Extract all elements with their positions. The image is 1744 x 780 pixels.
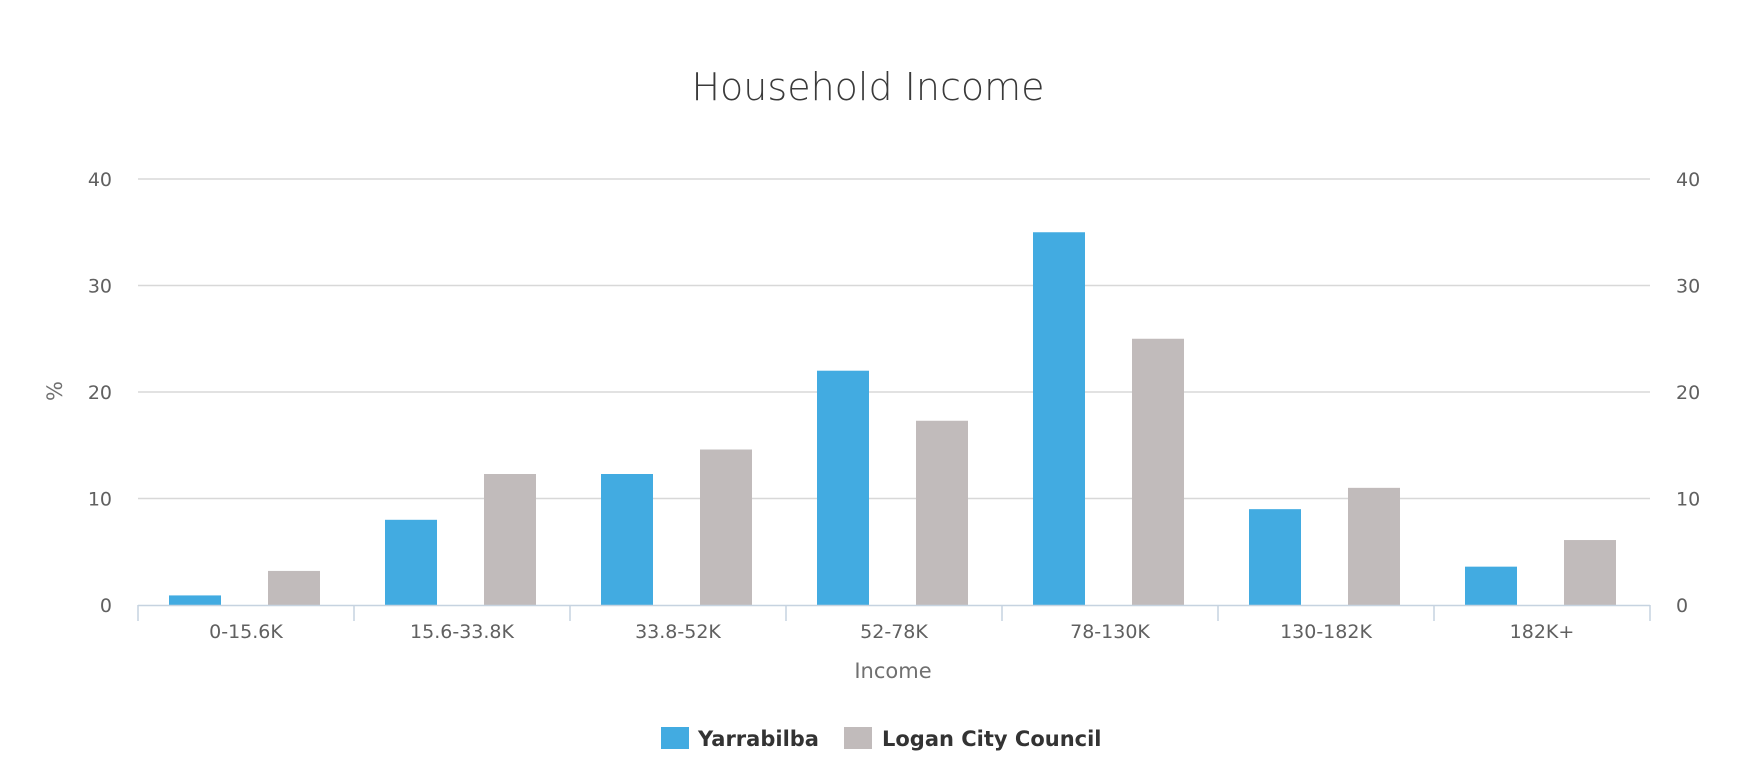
legend-item-yarrabilba[interactable]: Yarrabilba bbox=[661, 727, 819, 751]
y-axis-title: % bbox=[43, 381, 67, 401]
y-tick-label-left: 40 bbox=[88, 169, 112, 191]
y-tick-label-right: 40 bbox=[1676, 169, 1700, 191]
y-tick-label-left: 30 bbox=[88, 276, 112, 298]
bar-logan-city-council[interactable] bbox=[1564, 540, 1616, 605]
y-tick-label-right: 0 bbox=[1676, 595, 1688, 617]
x-tick-label: 130-182K bbox=[1280, 621, 1372, 643]
chart-title: Household Income bbox=[691, 65, 1044, 109]
x-axis-ticks bbox=[137, 605, 1651, 621]
legend-swatch bbox=[844, 727, 872, 749]
y-tick-label-left: 0 bbox=[100, 595, 112, 617]
legend-label: Logan City Council bbox=[882, 727, 1102, 751]
x-tick-label: 15.6-33.8K bbox=[410, 621, 514, 643]
bar-logan-city-council[interactable] bbox=[916, 420, 968, 605]
y-tick-label-right: 20 bbox=[1676, 382, 1700, 404]
bars bbox=[169, 232, 1616, 605]
bar-logan-city-council[interactable] bbox=[268, 570, 320, 605]
x-tick-label: 182K+ bbox=[1510, 621, 1575, 643]
y-tick-label-left: 20 bbox=[88, 382, 112, 404]
legend: Yarrabilba Logan City Council bbox=[661, 727, 1102, 751]
y-tick-label-right: 30 bbox=[1676, 276, 1700, 298]
y-axis-right-ticks: 0 10 20 30 40 bbox=[1676, 169, 1700, 617]
bar-logan-city-council[interactable] bbox=[1348, 487, 1400, 605]
y-tick-label-right: 10 bbox=[1676, 489, 1700, 511]
x-tick-label: 78-130K bbox=[1070, 621, 1150, 643]
bar-yarrabilba[interactable] bbox=[1033, 232, 1085, 605]
legend-swatch bbox=[661, 727, 689, 749]
y-tick-label-left: 10 bbox=[88, 489, 112, 511]
x-tick-label: 52-78K bbox=[860, 621, 928, 643]
bar-logan-city-council[interactable] bbox=[484, 474, 536, 605]
bar-yarrabilba[interactable] bbox=[169, 595, 221, 605]
bar-yarrabilba[interactable] bbox=[1249, 509, 1301, 605]
y-axis-left-ticks: 0 10 20 30 40 bbox=[88, 169, 112, 617]
bar-yarrabilba[interactable] bbox=[385, 519, 437, 605]
x-axis-labels: 0-15.6K 15.6-33.8K 33.8-52K 52-78K 78-130K 13… bbox=[209, 621, 1574, 643]
gridlines bbox=[138, 178, 1650, 500]
legend-label: Yarrabilba bbox=[697, 727, 819, 751]
legend-item-logan-city-council[interactable]: Logan City Council bbox=[844, 727, 1102, 751]
bar-logan-city-council[interactable] bbox=[1132, 338, 1184, 605]
x-axis-title: Income bbox=[854, 659, 931, 683]
x-tick-label: 33.8-52K bbox=[635, 621, 721, 643]
bar-logan-city-council[interactable] bbox=[700, 449, 752, 605]
x-tick-label: 0-15.6K bbox=[209, 621, 283, 643]
bar-yarrabilba[interactable] bbox=[1465, 566, 1517, 605]
bar-yarrabilba[interactable] bbox=[817, 370, 869, 605]
bar-yarrabilba[interactable] bbox=[601, 474, 653, 605]
